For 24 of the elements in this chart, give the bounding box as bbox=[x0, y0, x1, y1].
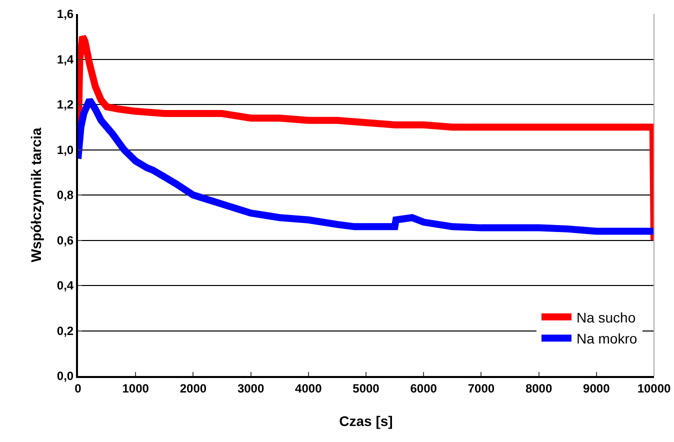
y-tick-label: 1,2 bbox=[56, 98, 74, 112]
legend-label: Na mokro bbox=[576, 330, 638, 347]
x-tick-label: 10000 bbox=[637, 381, 672, 396]
y-tick-label: 1,4 bbox=[56, 52, 74, 66]
x-tick-label: 0 bbox=[74, 381, 82, 396]
x-tick-label: 1000 bbox=[122, 381, 150, 396]
x-axis-title: Czas [s] bbox=[339, 413, 393, 430]
x-tick-label: 7000 bbox=[468, 381, 495, 396]
x-tick-label: 9000 bbox=[583, 381, 610, 396]
y-tick-label: 0,0 bbox=[56, 369, 74, 384]
y-tick-label: 0,2 bbox=[56, 324, 74, 338]
y-tick-label: 1,0 bbox=[56, 142, 74, 157]
y-tick-label: 0,6 bbox=[56, 233, 74, 248]
x-tick-label: 3000 bbox=[237, 381, 264, 396]
y-axis-title: Współczynnik tarcia bbox=[28, 127, 44, 262]
legend-label: Na sucho bbox=[576, 309, 636, 326]
x-tick-label: 2000 bbox=[180, 381, 207, 396]
x-tick-label: 8000 bbox=[525, 381, 552, 396]
y-tick-label: 1,6 bbox=[56, 7, 74, 22]
y-tick-label: 0,4 bbox=[56, 278, 74, 293]
y-tick-label: 0,8 bbox=[56, 188, 74, 202]
x-tick-label: 4000 bbox=[295, 381, 322, 396]
x-tick-label: 5000 bbox=[352, 381, 380, 396]
x-tick-label: 6000 bbox=[410, 381, 438, 396]
